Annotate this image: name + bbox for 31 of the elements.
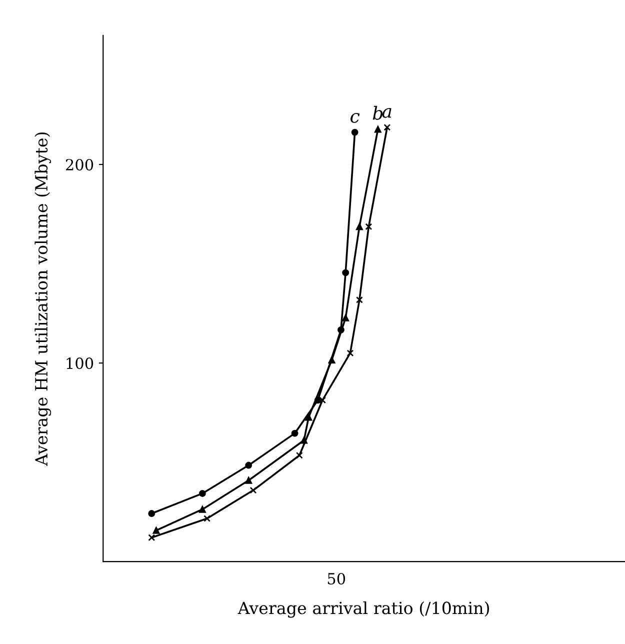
point xyxy=(319,396,326,404)
point xyxy=(245,462,252,469)
point xyxy=(374,126,382,133)
point xyxy=(296,452,303,459)
point xyxy=(148,534,156,542)
y-tick-label: 200 xyxy=(66,158,94,170)
point xyxy=(356,296,363,304)
point xyxy=(245,476,252,484)
point xyxy=(365,223,372,230)
point xyxy=(342,314,350,322)
series-label: c xyxy=(350,112,360,123)
series-label: a xyxy=(382,108,392,118)
series-label: b xyxy=(372,106,383,120)
point xyxy=(342,269,350,276)
y-tick-label: 100 xyxy=(66,357,94,370)
x-axis-title: Average arrival ratio (/10min) xyxy=(238,601,490,618)
point xyxy=(204,515,211,522)
point xyxy=(346,350,354,357)
point xyxy=(384,124,391,131)
point xyxy=(305,414,312,421)
point xyxy=(351,128,358,136)
point xyxy=(198,506,206,513)
x-tick-label: 50 xyxy=(328,572,346,585)
point xyxy=(250,486,257,494)
point xyxy=(152,526,160,534)
point xyxy=(198,490,206,497)
point xyxy=(356,223,363,230)
point xyxy=(291,430,298,437)
y-axis-title: Average HM utilization volume (Mbyte) xyxy=(34,132,52,466)
point xyxy=(328,356,336,364)
point xyxy=(148,510,156,517)
